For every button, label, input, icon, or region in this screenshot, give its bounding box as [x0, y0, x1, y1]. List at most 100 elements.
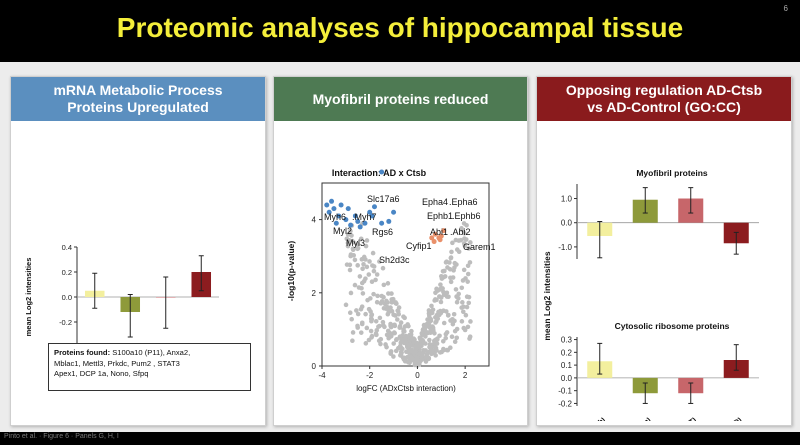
volcano-point — [418, 335, 423, 341]
volcano-point — [361, 279, 367, 284]
y-tick-label: 4 — [312, 216, 317, 225]
volcano-point — [393, 348, 399, 354]
volcano-point — [437, 287, 443, 292]
volcano-point-down — [367, 209, 373, 215]
volcano-point — [423, 359, 429, 364]
volcano-point — [453, 287, 459, 292]
volcano-point — [371, 268, 377, 274]
volcano-point — [460, 278, 466, 283]
volcano-point — [468, 319, 473, 324]
volcano-point — [388, 305, 393, 310]
volcano-point — [427, 323, 433, 329]
volcano-point — [385, 300, 390, 305]
y-tick-label: 0.0 — [62, 293, 72, 302]
volcano-point — [452, 339, 458, 345]
volcano-point — [443, 260, 449, 265]
volcano-point — [364, 325, 370, 331]
volcano-point — [389, 300, 395, 305]
volcano-point — [365, 297, 370, 303]
volcano-point-up — [432, 231, 438, 237]
y-tick-label: 0.0 — [561, 374, 573, 383]
volcano-point — [348, 290, 354, 296]
volcano-point — [454, 335, 460, 341]
volcano-point — [350, 330, 356, 335]
volcano-point — [397, 323, 403, 329]
volcano-point-up — [437, 237, 443, 243]
volcano-point — [358, 236, 364, 242]
volcano-point — [465, 271, 471, 277]
volcano-point-down — [336, 213, 342, 219]
volcano-point — [366, 306, 372, 312]
gene-label: .Myh7 — [352, 212, 377, 222]
volcano-point — [437, 294, 442, 299]
x-tick-label: -2 — [366, 371, 374, 380]
gene-label: Rgs6 — [372, 227, 393, 237]
volcano-point — [355, 325, 361, 330]
gene-label: Ephb1 — [427, 211, 453, 221]
volcano-point — [357, 274, 363, 279]
gene-label: .Ephb6 — [452, 211, 481, 221]
volcano-point — [376, 338, 382, 344]
volcano-point — [454, 326, 460, 332]
volcano-point — [347, 267, 353, 273]
volcano-point — [464, 304, 470, 310]
volcano-point — [349, 316, 354, 322]
volcano-point-down — [331, 206, 337, 212]
volcano-point — [449, 249, 454, 255]
volcano-point — [426, 308, 432, 313]
volcano-point — [460, 309, 466, 315]
panel-header-text: Myofibril proteins reduced — [312, 90, 489, 107]
volcano-point — [374, 299, 380, 305]
volcano-point — [433, 353, 438, 358]
volcano-point — [364, 264, 370, 270]
y-tick-label: -0.2 — [59, 318, 72, 327]
volcano-point — [359, 304, 365, 309]
volcano-point-down — [352, 213, 358, 219]
y-tick-label: 0.3 — [561, 336, 573, 345]
volcano-point — [466, 246, 472, 251]
volcano-point — [409, 328, 414, 334]
volcano-point — [395, 308, 400, 313]
panel-mrna-metabolic: mRNA Metabolic Process Proteins Upregulat… — [10, 76, 266, 426]
volcano-point-down — [386, 218, 392, 224]
volcano-point-down — [355, 218, 361, 224]
volcano-point — [350, 247, 356, 253]
proteins-found-label: Proteins found: — [54, 348, 111, 357]
volcano-point — [368, 328, 374, 334]
volcano-point — [391, 312, 396, 318]
volcano-point — [403, 340, 409, 345]
volcano-point-down — [326, 209, 332, 215]
volcano-point — [428, 330, 433, 336]
volcano-point — [419, 342, 424, 347]
y-tick-label: -1.0 — [558, 243, 572, 252]
volcano-point — [379, 299, 385, 304]
category-label: AD - WT (Ctsb) — [560, 415, 607, 421]
volcano-point — [395, 317, 400, 322]
panel-header-opposing: Opposing regulation AD-Ctsb vs AD-Control… — [537, 77, 791, 121]
y-tick-label: 0 — [312, 362, 317, 371]
volcano-point — [421, 322, 427, 328]
volcano-point — [451, 311, 457, 317]
volcano-point — [459, 226, 464, 231]
volcano-point — [375, 293, 380, 299]
volcano-point-down — [345, 206, 351, 212]
panel-header-line1: Opposing regulation AD-Ctsb — [565, 82, 763, 98]
volcano-point — [371, 264, 377, 269]
volcano-point — [443, 331, 449, 337]
volcano-point — [399, 337, 404, 342]
volcano-point — [462, 327, 468, 333]
volcano-point — [387, 330, 393, 336]
gene-label: Cyfip1 — [406, 241, 432, 251]
volcano-point — [448, 255, 454, 260]
opposing-bar-charts: 1.0 0.0 -1.0 Myofibril proteins 0.3 0.2 0.1 0.0… — [542, 168, 759, 421]
volcano-point — [396, 311, 402, 317]
volcano-point — [356, 285, 362, 290]
volcano-point — [459, 285, 465, 291]
volcano-point — [441, 320, 447, 326]
volcano-point — [460, 300, 465, 305]
volcano-point-down — [379, 220, 385, 226]
volcano-point-down — [324, 202, 330, 208]
volcano-point — [369, 318, 374, 324]
volcano-point — [411, 339, 416, 345]
panel-header-myofibril: Myofibril proteins reduced — [274, 77, 527, 121]
